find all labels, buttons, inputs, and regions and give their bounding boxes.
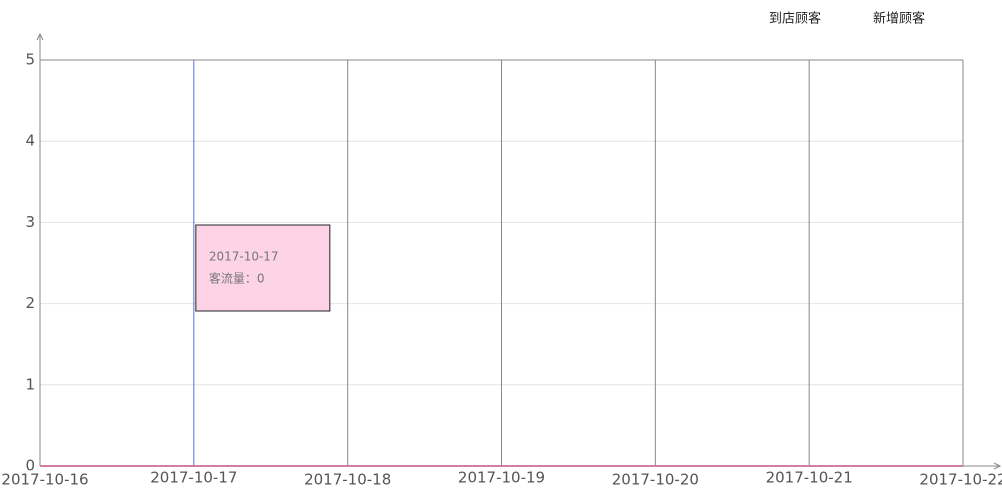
- tooltip-title: 2017-10-17: [209, 250, 279, 264]
- tooltip-box: [195, 224, 331, 312]
- y-tick-label: 5: [25, 51, 35, 69]
- legend-label: 新增顾客: [873, 11, 925, 27]
- y-tick-label: 0: [25, 457, 35, 475]
- x-tick-label: 2017-10-22: [919, 471, 1002, 489]
- y-tick-label: 3: [25, 213, 35, 231]
- y-axis-arrow: [36, 32, 44, 41]
- x-tick-label: 2017-10-20: [612, 471, 699, 489]
- x-tick-label: 2017-10-17: [150, 469, 237, 487]
- x-tick-label: 2017-10-18: [304, 471, 391, 489]
- x-axis-arrow: [993, 462, 1002, 470]
- legend-label: 到店顾客: [769, 11, 821, 27]
- x-tick-label: 2017-10-16: [1, 471, 88, 489]
- x-tick-label: 2017-10-21: [766, 469, 853, 487]
- tooltip-text: 客流量：0: [209, 271, 265, 286]
- y-tick-label: 4: [25, 132, 35, 150]
- y-tick-label: 1: [25, 375, 35, 393]
- y-tick-label: 2: [25, 294, 35, 312]
- x-tick-label: 2017-10-19: [458, 469, 545, 487]
